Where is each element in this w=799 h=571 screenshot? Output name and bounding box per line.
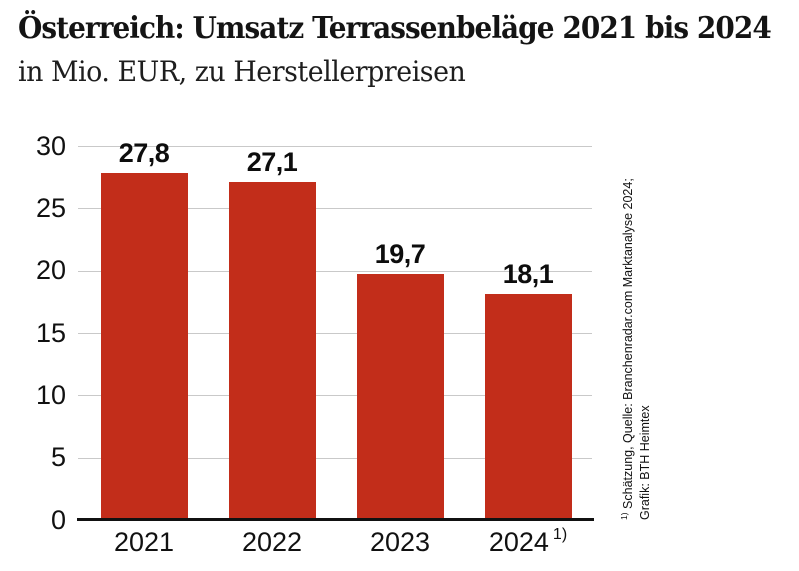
y-axis-label: 15 <box>35 317 66 348</box>
x-axis-label-text: 2022 <box>241 527 303 557</box>
x-axis-label-superscript: 1) <box>552 526 568 543</box>
bar <box>100 173 188 520</box>
bar-value-label: 19,7 <box>374 239 426 270</box>
gridline <box>78 333 592 334</box>
x-axis-label-text: 2024 <box>488 527 549 557</box>
bar <box>484 294 572 520</box>
y-axis-label: 0 <box>50 504 66 535</box>
bar-value-label: 27,1 <box>246 147 298 178</box>
footnote-line-1: 1) Schätzung, Quelle: Branchenradar.com … <box>616 134 637 520</box>
footnote-text-1: Schätzung, Quelle: Branchenradar.com Mar… <box>621 178 636 509</box>
y-axis-label: 10 <box>35 379 66 410</box>
y-axis-label: 20 <box>35 255 66 286</box>
y-axis: 0 5 10 15 20 25 30 <box>0 132 66 533</box>
y-axis-label: 30 <box>35 130 66 161</box>
gridline <box>78 270 592 272</box>
x-axis-label: 2023 <box>336 527 464 557</box>
gridline <box>78 208 592 210</box>
y-axis-label: 5 <box>50 442 66 473</box>
x-axis-label-text: 2021 <box>113 527 175 557</box>
y-axis-label: 25 <box>35 192 66 223</box>
x-axis-label: 2021 <box>80 527 208 557</box>
x-axis: 2021 2022 2023 2024 1) <box>80 527 592 561</box>
source-footnote: 1) Schätzung, Quelle: Branchenradar.com … <box>616 134 652 520</box>
bar-value-label: 27,8 <box>118 138 170 169</box>
footnote-text-2: Grafik: BTH Heimtex <box>638 405 653 520</box>
gridline <box>78 457 592 459</box>
x-axis-baseline <box>77 518 594 521</box>
footnote-marker: 1) <box>619 512 629 520</box>
x-axis-label-text: 2023 <box>369 527 431 557</box>
gridline <box>78 146 592 147</box>
x-axis-label: 2022 <box>208 527 336 557</box>
plot-area: 27,8 27,1 19,7 18,1 <box>78 140 592 520</box>
x-axis-label: 2024 1) <box>464 526 592 558</box>
chart-subtitle: in Mio. EUR, zu Herstellerpreisen <box>18 55 466 88</box>
bar-value-label: 18,1 <box>502 259 554 290</box>
chart-title: Österreich: Umsatz Terrassenbeläge 2021 … <box>18 11 772 46</box>
bar <box>228 182 316 520</box>
gridline <box>78 395 592 397</box>
bar <box>356 274 444 520</box>
